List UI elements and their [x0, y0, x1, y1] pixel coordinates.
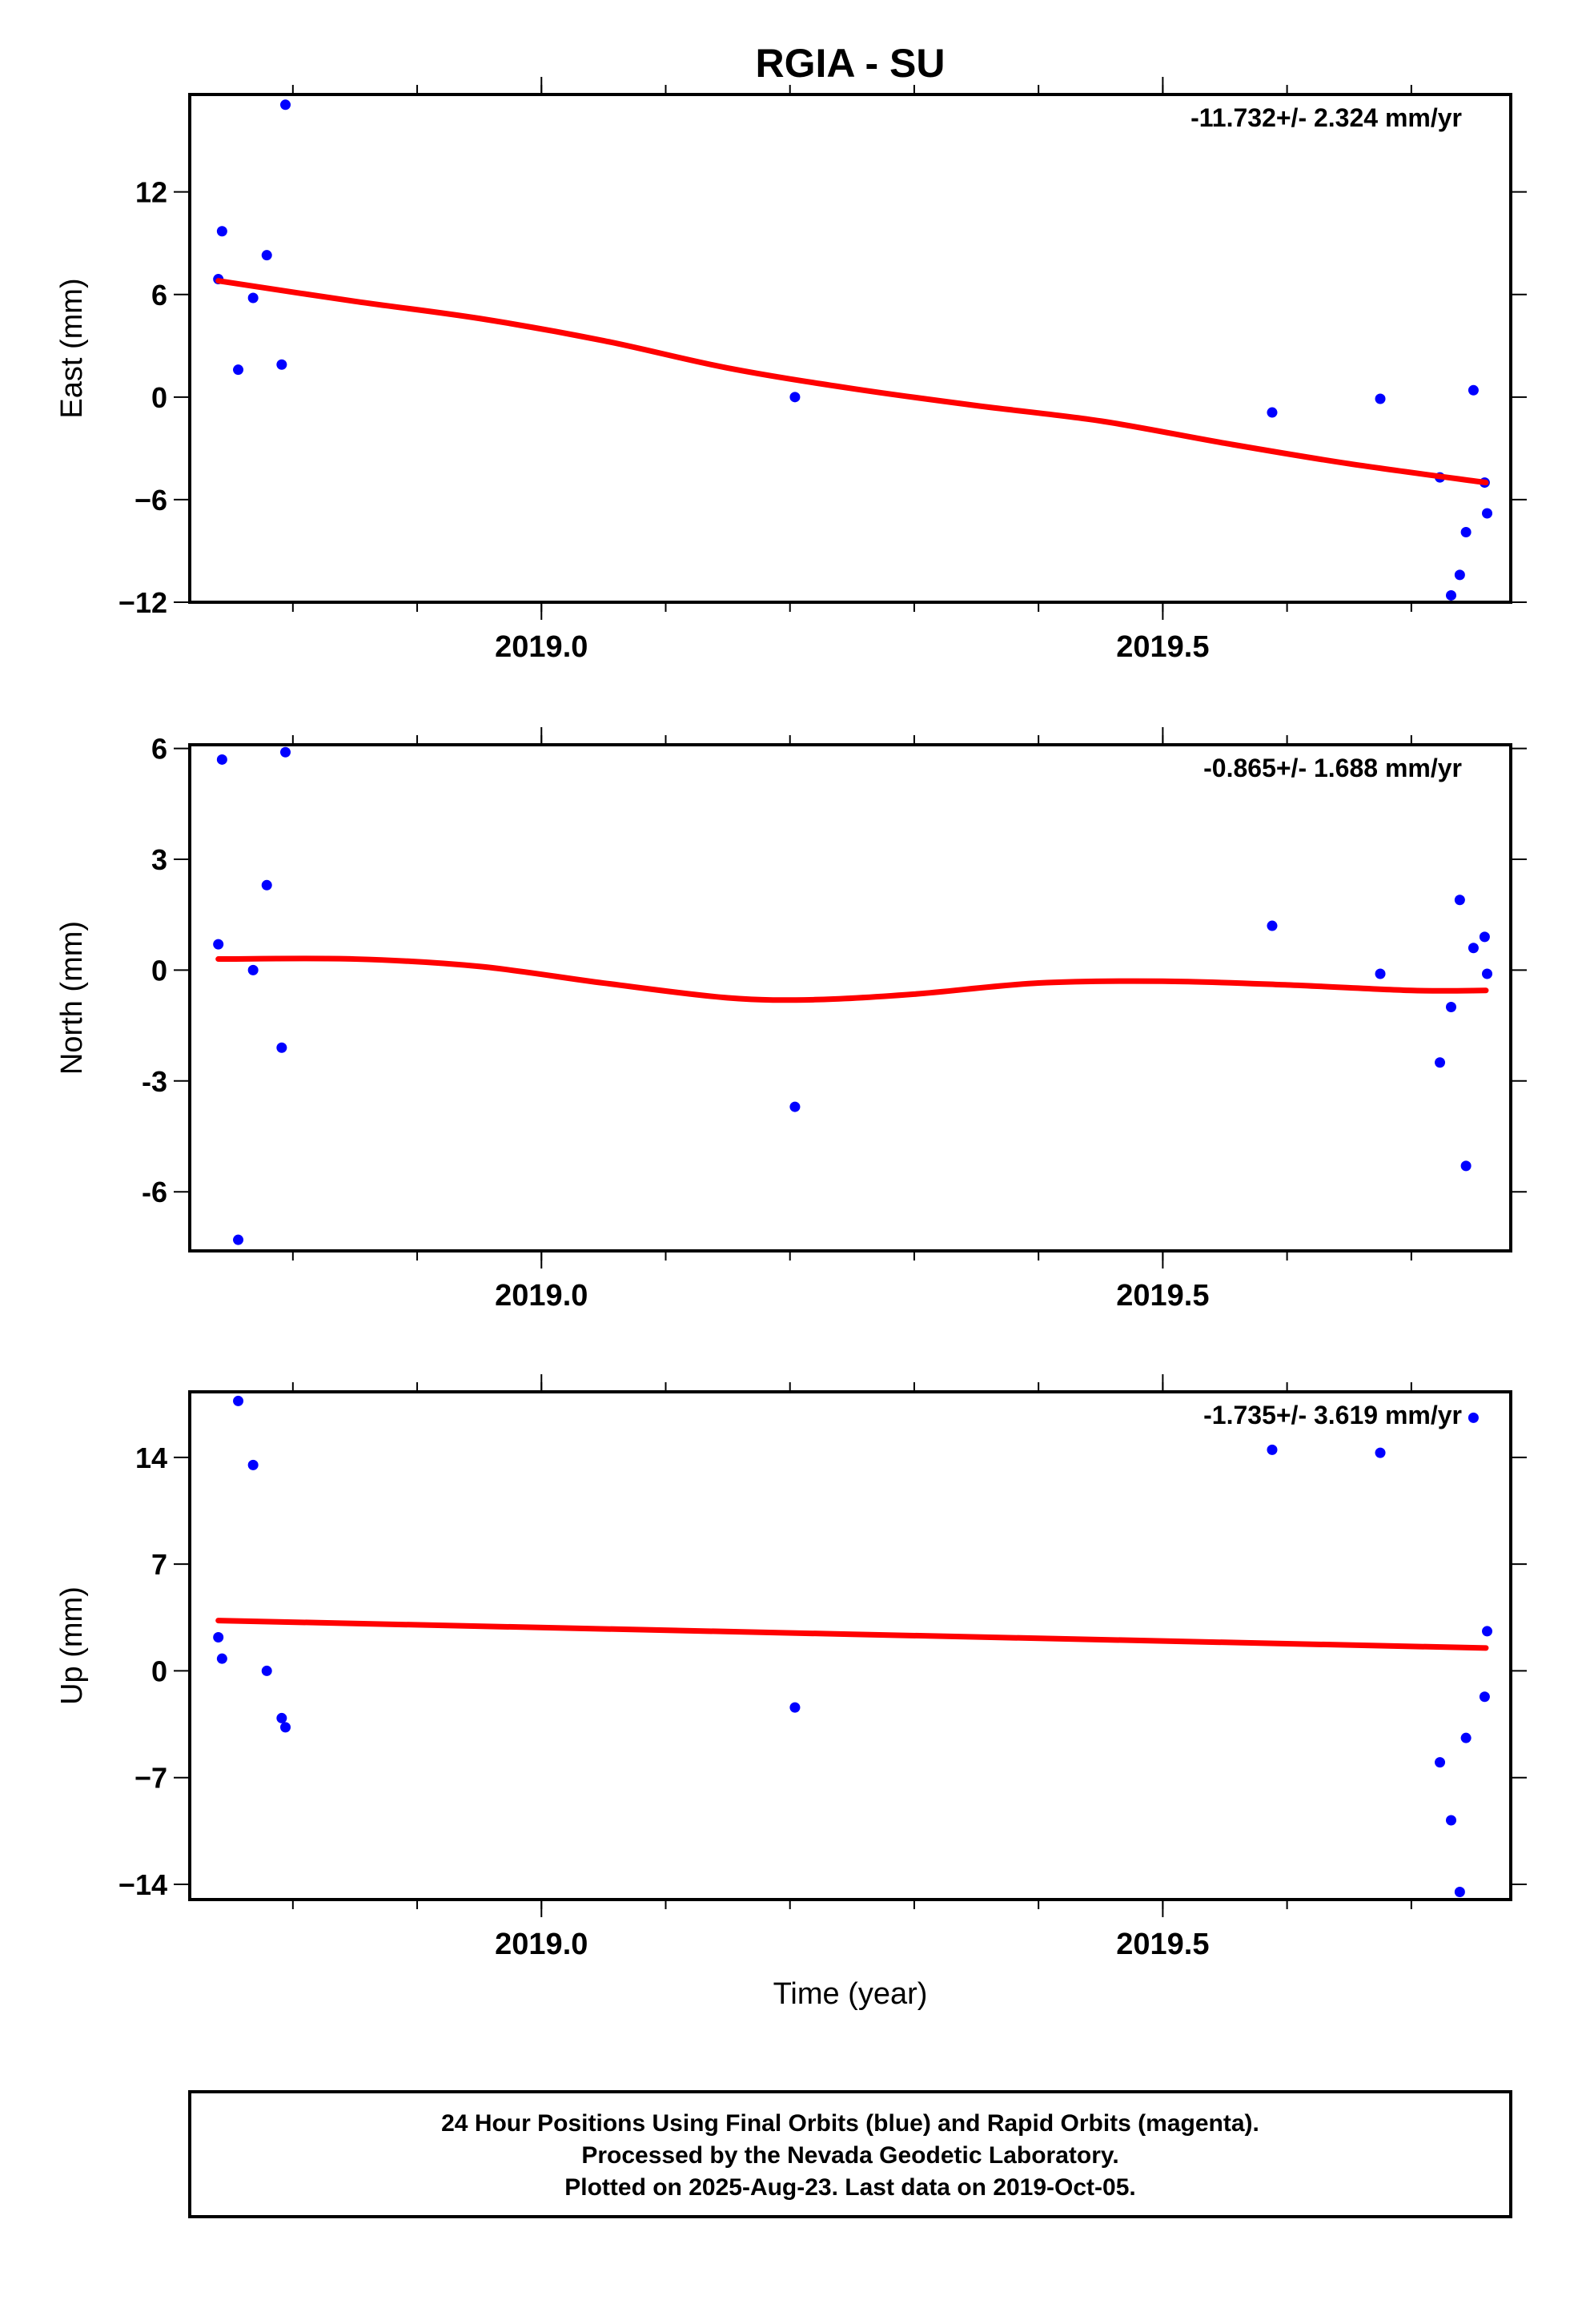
up-data-point [1460, 1732, 1472, 1743]
north-data-point [1267, 920, 1278, 931]
north-plot-frame [188, 743, 1512, 1252]
north-x-tick-label: 2019.5 [1116, 1279, 1209, 1313]
footer-line-3: Plotted on 2025-Aug-23. Last data on 201… [564, 2174, 1136, 2201]
east-data-point [216, 226, 227, 237]
north-data-point [789, 1101, 801, 1112]
east-y-tick-label: −12 [118, 586, 167, 619]
up-x-tick-label: 2019.5 [1116, 1928, 1209, 1961]
up-data-point [216, 1653, 227, 1664]
up-data-point [1267, 1444, 1278, 1455]
north-y-tick-label: -3 [142, 1065, 167, 1098]
up-data-point [1468, 1412, 1479, 1423]
footer-box: 24 Hour Positions Using Final Orbits (bl… [188, 2090, 1512, 2218]
up-y-tick-label: −14 [118, 1868, 167, 1901]
up-x-tick-label: 2019.0 [495, 1928, 588, 1961]
north-panel: 2019.0 2019.5 6 3 0 -3 -6 North (mm) -0.865+/- 1… [55, 727, 1527, 1313]
north-data-point [1454, 895, 1465, 906]
up-data-point [789, 1702, 801, 1713]
east-y-tick-label: −6 [135, 484, 167, 517]
east-data-point [261, 250, 272, 261]
up-y-tick-label: 0 [151, 1655, 167, 1687]
north-data-point [1468, 943, 1479, 954]
north-y-axis-label: North (mm) [55, 921, 89, 1075]
east-data-point [1375, 393, 1386, 404]
east-y-tick-label: 6 [151, 279, 167, 312]
north-y-tick-label: 6 [151, 733, 167, 766]
east-x-tick-label: 2019.0 [495, 630, 588, 664]
up-y-axis-label: Up (mm) [55, 1586, 89, 1705]
east-data-point [1267, 407, 1278, 418]
up-y-tick-label: 7 [151, 1548, 167, 1581]
up-data-point [233, 1395, 244, 1406]
up-data-point [1479, 1691, 1490, 1703]
east-data-point [276, 359, 287, 370]
footer-frame [188, 2090, 1512, 2218]
chart-title: RGIA - SU [755, 41, 945, 86]
up-fit-line [215, 1618, 1489, 1651]
east-data-point [1468, 384, 1479, 396]
east-data-point [280, 99, 291, 111]
up-plot-frame [188, 1390, 1512, 1901]
up-data-point [1482, 1626, 1493, 1637]
east-data-point [1445, 589, 1456, 601]
east-data-point [247, 292, 259, 304]
north-data-point [1479, 931, 1490, 943]
north-data-point [247, 964, 259, 975]
north-x-tick-label: 2019.0 [495, 1279, 588, 1313]
up-data-point [1445, 1815, 1456, 1826]
east-data-point [1460, 526, 1472, 537]
east-panel: 2019.0 2019.5 12 6 0 −6 −12 East (mm) -11.732+/-… [55, 77, 1527, 664]
up-data-point [276, 1712, 287, 1723]
east-y-tick-label: 0 [151, 381, 167, 414]
up-y-tick-label: 14 [135, 1441, 167, 1474]
east-rate-label: -11.732+/- 2.324 mm/yr [1191, 103, 1462, 132]
up-data-point [1454, 1886, 1465, 1897]
north-data-point [261, 879, 272, 891]
up-rate-label: -1.735+/- 3.619 mm/yr [1203, 1401, 1462, 1429]
east-data-point [1482, 508, 1493, 519]
north-data-point [216, 754, 227, 765]
panels: 2019.0 2019.5 12 6 0 −6 −12 East (mm) -11.732+/-… [55, 77, 1527, 1961]
north-data-point [1435, 1057, 1446, 1068]
up-data-point [280, 1722, 291, 1733]
east-plot-frame [188, 93, 1512, 604]
north-data-point [1460, 1160, 1472, 1172]
footer-line-2: Processed by the Nevada Geodetic Laborat… [581, 2142, 1118, 2169]
north-rate-label: -0.865+/- 1.688 mm/yr [1203, 754, 1462, 782]
east-data-point [233, 364, 244, 376]
north-data-point [1445, 1002, 1456, 1013]
north-data-point [280, 746, 291, 758]
east-x-tick-label: 2019.5 [1116, 630, 1209, 664]
north-y-tick-label: 3 [151, 843, 167, 876]
up-data-point [1435, 1757, 1446, 1768]
east-data-point [789, 392, 801, 403]
north-fit-line [215, 955, 1489, 1003]
up-data-point [1375, 1447, 1386, 1458]
x-axis-label: Time (year) [773, 1977, 928, 2011]
north-y-tick-label: -6 [142, 1176, 167, 1208]
up-data-point [247, 1459, 259, 1470]
east-data-point [1454, 569, 1465, 581]
north-data-point [213, 939, 224, 950]
north-y-tick-label: 0 [151, 954, 167, 987]
footer-line-1: 24 Hour Positions Using Final Orbits (bl… [441, 2110, 1259, 2137]
east-y-tick-label: 12 [135, 176, 167, 209]
east-fit-line [215, 278, 1489, 486]
up-y-tick-label: −7 [135, 1762, 167, 1795]
up-data-point [261, 1665, 272, 1676]
up-panel: 2019.0 2019.5 14 7 0 −7 −14 Up (mm) -1.735+/- 3.… [55, 1374, 1527, 1961]
north-data-point [1482, 968, 1493, 979]
north-data-point [233, 1234, 244, 1245]
north-data-point [1375, 968, 1386, 979]
east-y-axis-label: East (mm) [55, 278, 89, 418]
up-data-point [213, 1632, 224, 1643]
north-data-point [276, 1042, 287, 1053]
